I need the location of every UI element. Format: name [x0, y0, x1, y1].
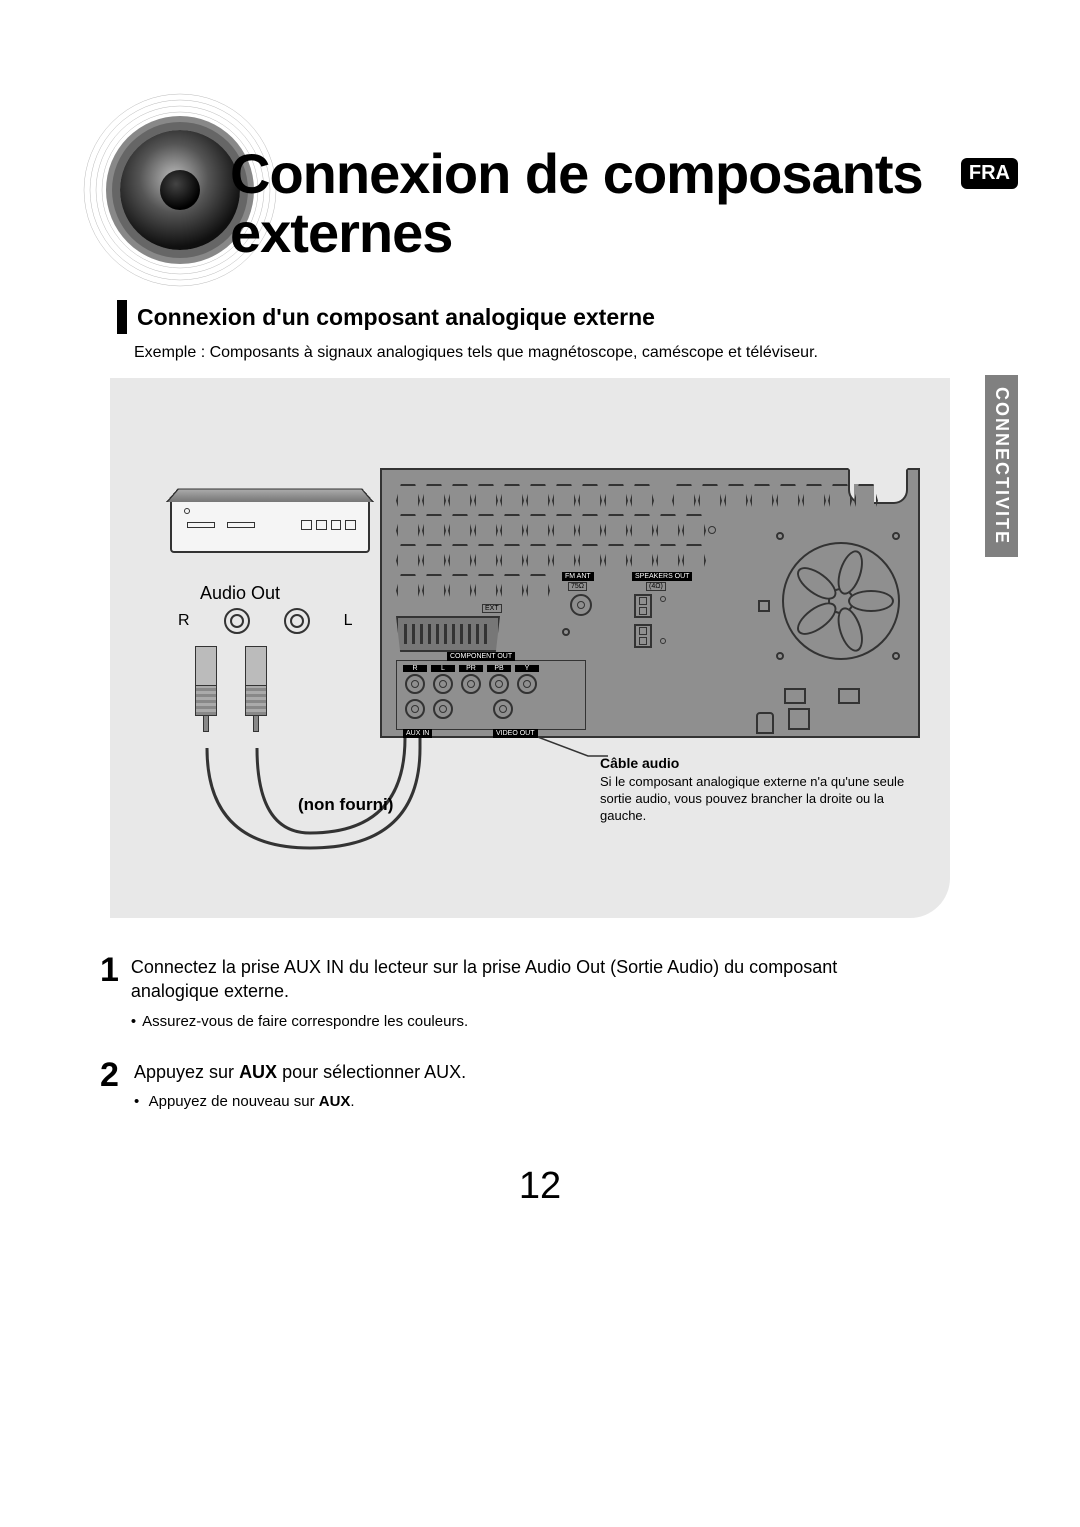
- step-1-text: Connectez la prise AUX IN du lecteur sur…: [131, 957, 837, 1001]
- usb-port: [756, 712, 774, 734]
- fm-ant-label: FM ANT: [562, 572, 594, 581]
- fm-ant-jack: [570, 594, 592, 616]
- cable-callout: Câble audio Si le composant analogique e…: [600, 754, 920, 825]
- component-pr-jack: [461, 674, 481, 694]
- fan-screw-1: [892, 532, 900, 540]
- aux-in-label: AUX IN: [403, 729, 432, 738]
- callout-title: Câble audio: [600, 754, 920, 772]
- label-pr: PR: [459, 665, 483, 672]
- video-out-label: VIDEO OUT: [493, 729, 538, 738]
- manual-page: Connexion de composants externes FRA Con…: [0, 0, 1080, 1527]
- step-2-bullet: Appuyez de nouveau sur AUX.: [134, 1092, 466, 1112]
- ohm-label: 75Ω: [568, 582, 587, 591]
- ac-plug-2: [838, 688, 860, 704]
- rca-jack-l: [284, 608, 310, 634]
- scart-connector: [396, 616, 500, 652]
- step-2-bullet-bold: AUX: [319, 1093, 351, 1110]
- section-heading: Connexion d'un composant analogique exte…: [117, 300, 655, 334]
- step-2-bullet-suffix: .: [350, 1093, 354, 1110]
- ac-plug-1: [784, 688, 806, 704]
- label-r: R: [403, 665, 427, 672]
- aux-r-jack-2: [405, 699, 425, 719]
- screw-2: [660, 638, 666, 644]
- label-y: Y: [515, 665, 539, 672]
- component-pb-jack: [489, 674, 509, 694]
- step-2-text-prefix: Appuyez sur: [134, 1062, 239, 1082]
- label-l: L: [431, 665, 455, 672]
- component-y-jack: [517, 674, 537, 694]
- cooling-fan: [782, 542, 900, 660]
- speakers-out-label: SPEAKERS OUT: [632, 572, 692, 581]
- instruction-steps: 1 Connectez la prise AUX IN du lecteur s…: [100, 955, 920, 1140]
- speaker-out-connectors-2: [634, 624, 652, 648]
- aux-in-l-jack: [433, 674, 453, 694]
- language-badge: FRA: [961, 158, 1018, 189]
- audio-plug-left: [195, 646, 217, 736]
- aux-l-jack-2: [433, 699, 453, 719]
- step-2-text-suffix: pour sélectionner AUX.: [277, 1062, 466, 1082]
- small-jack-1: [562, 628, 570, 636]
- step-1: 1 Connectez la prise AUX IN du lecteur s…: [100, 955, 920, 1032]
- video-out-jack: [493, 699, 513, 719]
- rear-panel: FM ANT 75Ω EXT SPEAKERS OUT (4Ω): [380, 468, 920, 738]
- title-line-2: externes: [230, 201, 452, 264]
- label-pb: PB: [487, 665, 511, 672]
- av-block: COMPONENT OUT R L PR PB: [396, 660, 586, 730]
- external-device: [170, 498, 370, 553]
- component-jacks: R L PR PB Y: [403, 665, 539, 696]
- speaker-terminals-row-1: [396, 484, 650, 510]
- speaker-terminals-row-1b: [672, 484, 874, 510]
- audio-out-r-label: R: [178, 612, 190, 630]
- aux-video-jacks: [403, 697, 515, 721]
- ext-label: EXT: [482, 604, 502, 613]
- rca-jack-r: [224, 608, 250, 634]
- audio-out-l-label: L: [344, 612, 353, 630]
- component-out-label: COMPONENT OUT: [447, 652, 515, 661]
- example-text: Exemple : Composants à signaux analogiqu…: [134, 344, 818, 362]
- not-supplied-label: (non fourni): [298, 795, 393, 815]
- section-bar: [117, 300, 127, 334]
- speakers-ohm-label: (4Ω): [646, 582, 666, 591]
- step-1-number: 1: [100, 955, 131, 1032]
- side-tab: CONNECTIVITE: [985, 375, 1018, 557]
- audio-out-label: Audio Out: [200, 583, 280, 604]
- fan-screw-4: [776, 652, 784, 660]
- speaker-terminals-row-2: [396, 514, 702, 540]
- audio-out-jacks: R L: [178, 608, 352, 634]
- screw-a: [708, 526, 716, 534]
- power-inlet: [788, 708, 810, 730]
- fan-screw-3: [892, 652, 900, 660]
- screw-1: [660, 596, 666, 602]
- panel-misc-1: [758, 600, 770, 612]
- step-2: 2 Appuyez sur AUX pour sélectionner AUX.…: [100, 1060, 920, 1113]
- speaker-out-connectors: [634, 594, 652, 618]
- callout-body: Si le composant analogique externe n'a q…: [600, 774, 920, 825]
- step-2-bullet-prefix: Appuyez de nouveau sur: [149, 1093, 319, 1110]
- connection-diagram: Audio Out R L: [110, 378, 950, 918]
- step-1-bullet: Assurez-vous de faire correspondre les c…: [131, 1012, 920, 1032]
- section-heading-text: Connexion d'un composant analogique exte…: [137, 304, 655, 331]
- fan-screw-2: [776, 532, 784, 540]
- step-2-text-bold: AUX: [239, 1062, 277, 1082]
- speaker-terminals-row-3: [396, 544, 702, 570]
- audio-plug-right: [245, 646, 267, 736]
- page-title: Connexion de composants externes: [230, 145, 960, 263]
- step-2-number: 2: [100, 1060, 134, 1113]
- aux-in-r-jack: [405, 674, 425, 694]
- speaker-terminals-row-4: [396, 574, 546, 600]
- title-line-1: Connexion de composants: [230, 142, 923, 205]
- page-number: 12: [0, 1165, 1080, 1208]
